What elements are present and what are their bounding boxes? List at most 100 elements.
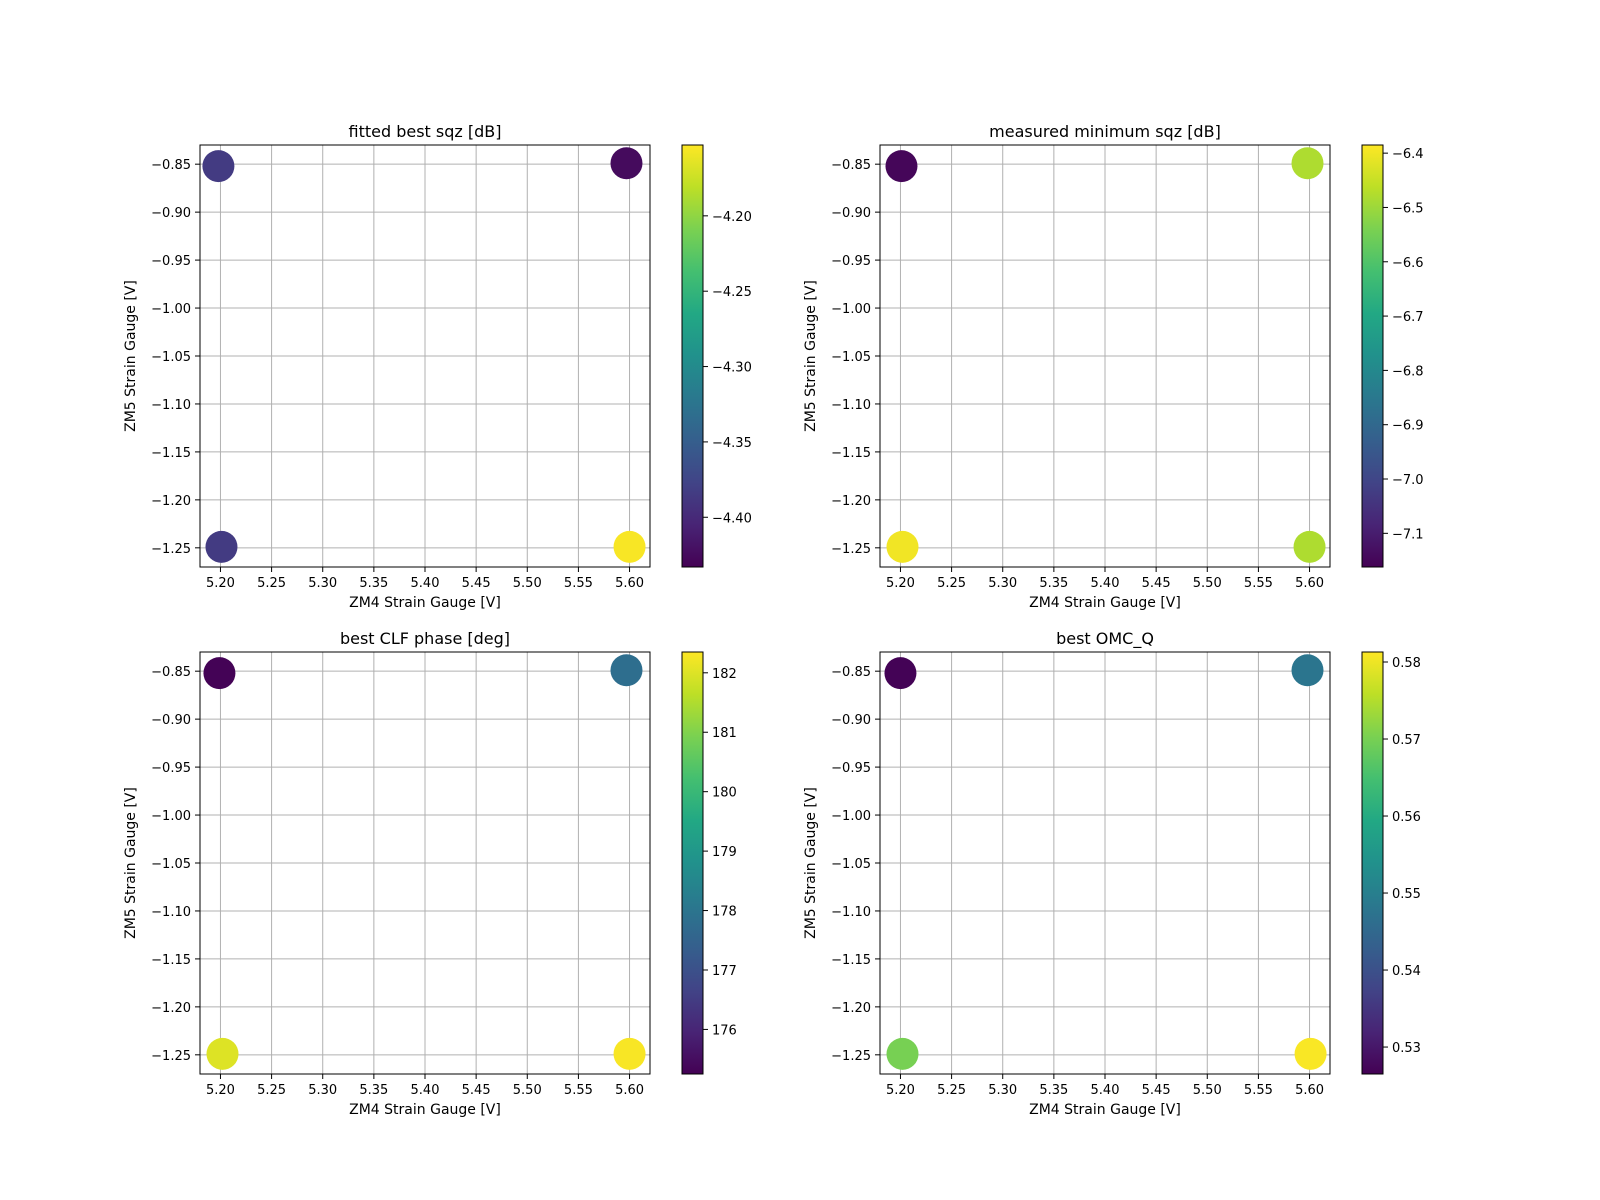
x-tick-label: 5.25 (937, 1083, 966, 1098)
x-tick-label: 5.60 (1295, 576, 1324, 591)
colorbar-tick-label: −4.25 (712, 285, 752, 300)
colorbar-tick-label: −4.20 (712, 210, 752, 225)
x-axis-label: ZM4 Strain Gauge [V] (1029, 595, 1181, 611)
x-axis-label: ZM4 Strain Gauge [V] (1029, 1102, 1181, 1118)
y-tick-label: −0.90 (151, 713, 191, 728)
x-tick-label: 5.50 (1193, 576, 1222, 591)
scatter-point (613, 530, 646, 563)
colorbar-tick-label: −4.30 (712, 361, 752, 376)
scatter-point (203, 657, 236, 690)
colorbar-tick-label: −7.1 (1392, 527, 1424, 542)
x-tick-label: 5.60 (1295, 1083, 1324, 1098)
scatter-point (886, 1037, 919, 1070)
y-tick-label: −1.25 (831, 1049, 871, 1064)
y-axis-label: ZM5 Strain Gauge [V] (803, 787, 819, 939)
y-axis-label: ZM5 Strain Gauge [V] (123, 280, 139, 432)
chart-title: best CLF phase [deg] (340, 629, 510, 648)
colorbar: 182 181 180 179 178 177 176 (681, 651, 737, 1075)
colorbar-gradient (1361, 651, 1384, 1075)
y-tick-label: −1.15 (831, 953, 871, 968)
colorbar-tick-label: −6.9 (1392, 419, 1424, 434)
y-tick-label: −1.05 (831, 350, 871, 365)
x-tick-label: 5.35 (1039, 1083, 1068, 1098)
x-tick-label: 5.60 (615, 576, 644, 591)
colorbar: −6.4 −6.5 −6.6 −6.7 −6.8 −6.9 −7.0 −7.1 (1361, 144, 1424, 568)
colorbar: −4.20 −4.25 −4.30 −4.35 −4.40 (681, 144, 752, 568)
x-tick-label: 5.30 (988, 576, 1017, 591)
y-tick-label: −0.85 (831, 158, 871, 173)
colorbar-gradient (681, 144, 704, 568)
colorbar-tick-label: −7.0 (1392, 473, 1424, 488)
scatter-point (613, 1037, 646, 1070)
y-tick-label: −0.95 (151, 254, 191, 269)
scatter-point (206, 1037, 239, 1070)
scatter-point (1294, 1037, 1327, 1070)
x-tick-label: 5.20 (886, 1083, 915, 1098)
x-axis-label: ZM4 Strain Gauge [V] (349, 595, 501, 611)
x-tick-label: 5.20 (206, 576, 235, 591)
x-tick-label: 5.30 (308, 1083, 337, 1098)
y-tick-label: −1.20 (151, 1001, 191, 1016)
scatter-point (885, 150, 918, 183)
x-tick-label: 5.40 (411, 1083, 440, 1098)
x-tick-label: 5.40 (1091, 1083, 1120, 1098)
colorbar-tick-label: 178 (712, 905, 737, 920)
y-tick-label: −1.15 (151, 446, 191, 461)
y-tick-label: −0.95 (831, 254, 871, 269)
x-tick-label: 5.40 (1091, 576, 1120, 591)
y-tick-label: −1.10 (151, 398, 191, 413)
x-tick-label: 5.30 (988, 1083, 1017, 1098)
colorbar-tick-label: 0.58 (1392, 656, 1421, 671)
x-tick-label: 5.55 (564, 1083, 593, 1098)
y-tick-label: −1.25 (831, 542, 871, 557)
x-tick-label: 5.35 (359, 1083, 388, 1098)
x-tick-label: 5.20 (886, 576, 915, 591)
y-tick-label: −1.10 (151, 905, 191, 920)
x-tick-label: 5.45 (462, 576, 491, 591)
subplot-4: 5.20 5.25 5.30 5.35 5.40 5.45 5.50 5.55 5.60 −0.8… (803, 629, 1421, 1118)
colorbar-tick-label: 181 (712, 726, 737, 741)
y-tick-label: −1.25 (151, 542, 191, 557)
y-tick-label: −0.85 (151, 665, 191, 680)
x-tick-label: 5.25 (257, 1083, 286, 1098)
y-tick-label: −1.05 (831, 857, 871, 872)
y-tick-label: −0.85 (831, 665, 871, 680)
y-tick-label: −1.00 (151, 302, 191, 317)
scatter-point (886, 530, 919, 563)
y-tick-label: −1.25 (151, 1049, 191, 1064)
x-tick-label: 5.25 (257, 576, 286, 591)
y-tick-label: −1.15 (151, 953, 191, 968)
x-tick-label: 5.30 (308, 576, 337, 591)
chart-title: measured minimum sqz [dB] (989, 122, 1221, 141)
chart-title: fitted best sqz [dB] (349, 122, 502, 141)
y-tick-label: −0.90 (831, 713, 871, 728)
x-tick-label: 5.50 (513, 1083, 542, 1098)
chart-title: best OMC_Q (1056, 629, 1154, 649)
y-tick-label: −1.05 (151, 350, 191, 365)
colorbar-tick-label: −6.6 (1392, 256, 1424, 271)
y-tick-label: −1.10 (831, 905, 871, 920)
y-tick-label: −0.90 (831, 206, 871, 221)
colorbar-tick-label: −6.8 (1392, 364, 1424, 379)
colorbar-tick-label: −6.7 (1392, 310, 1424, 325)
subplot-2: 5.20 5.25 5.30 5.35 5.40 5.45 5.50 5.55 5.60 −0.8… (803, 122, 1424, 611)
scatter-point (884, 657, 917, 690)
colorbar-tick-label: 176 (712, 1023, 737, 1038)
y-tick-label: −0.90 (151, 206, 191, 221)
colorbar-tick-label: −6.5 (1392, 201, 1424, 216)
colorbar-gradient (1361, 144, 1384, 568)
colorbar-tick-label: 0.57 (1392, 733, 1421, 748)
colorbar-tick-label: −4.40 (712, 511, 752, 526)
x-tick-label: 5.55 (564, 576, 593, 591)
x-tick-label: 5.55 (1244, 1083, 1273, 1098)
colorbar-gradient (681, 651, 704, 1075)
y-tick-label: −0.95 (151, 761, 191, 776)
y-tick-label: −1.20 (831, 494, 871, 509)
scatter-point (202, 150, 235, 183)
y-axis-label: ZM5 Strain Gauge [V] (123, 787, 139, 939)
scatter-point (610, 654, 643, 687)
x-tick-label: 5.50 (1193, 1083, 1222, 1098)
colorbar-tick-label: 0.53 (1392, 1041, 1421, 1056)
x-tick-label: 5.35 (359, 576, 388, 591)
y-axis-label: ZM5 Strain Gauge [V] (803, 280, 819, 432)
